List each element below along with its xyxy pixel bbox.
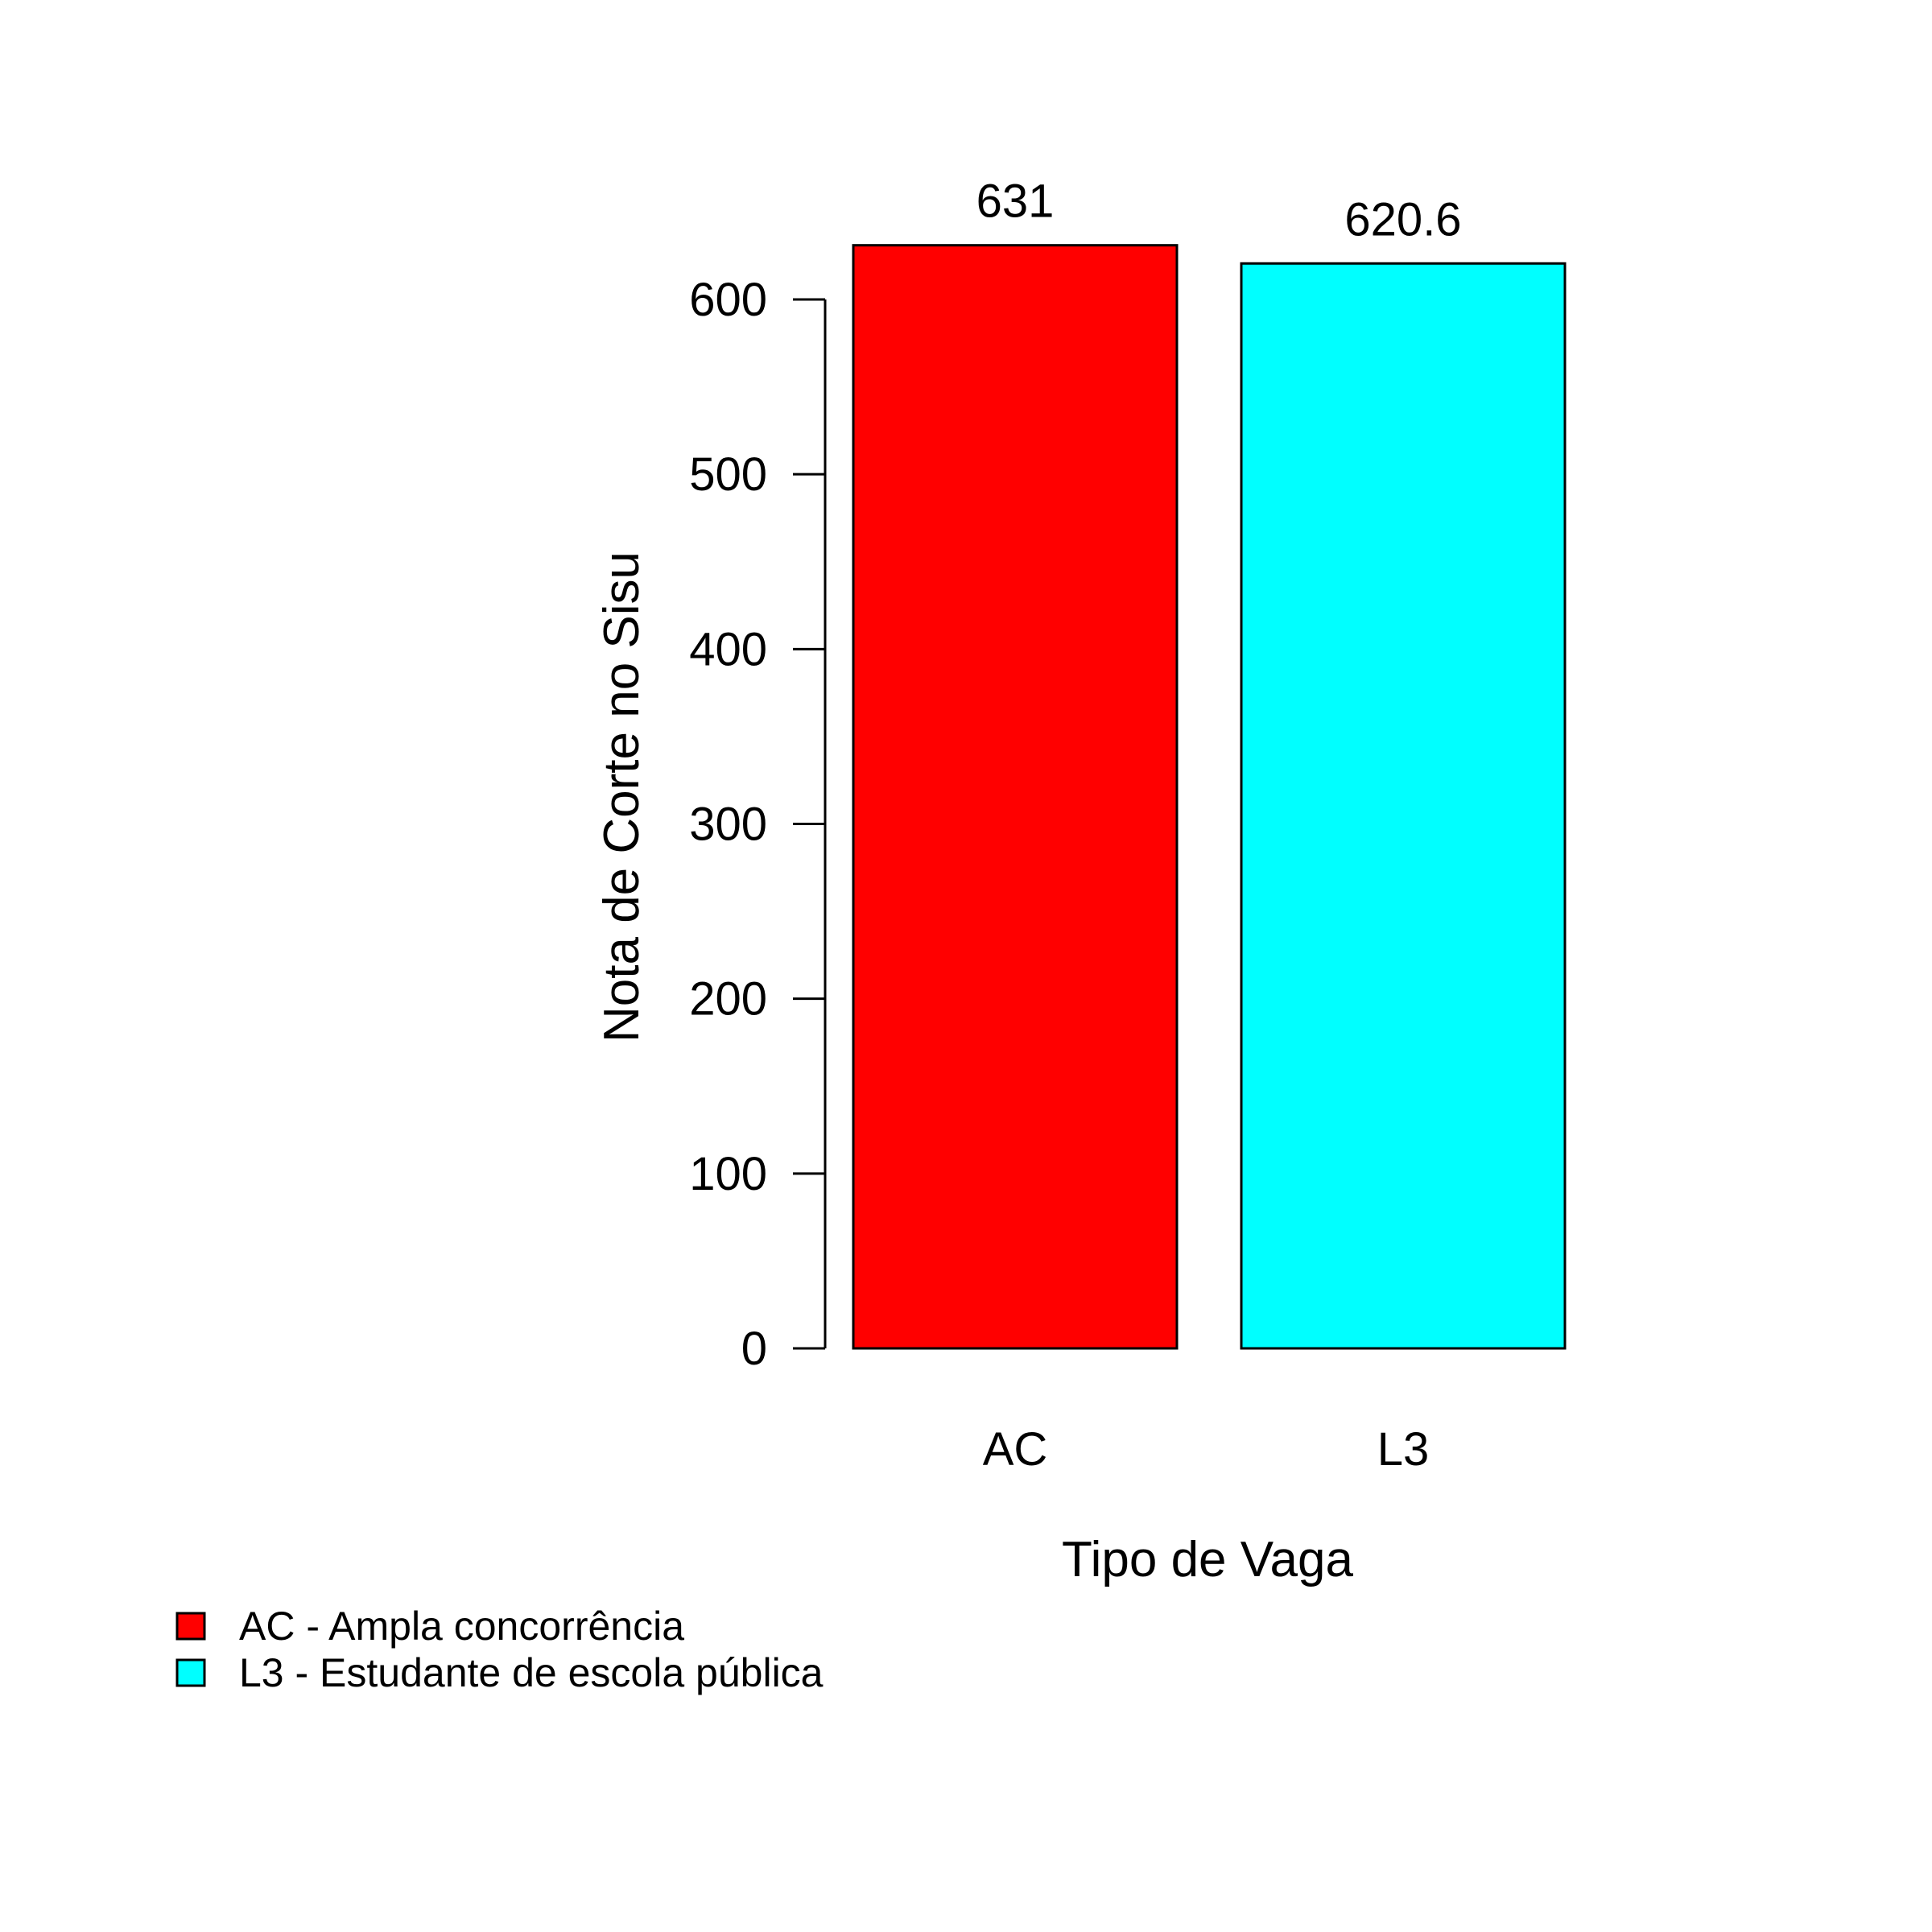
y-tick-label: 100: [689, 1148, 767, 1200]
bar-l3: [1240, 262, 1567, 1350]
category-labels: AC L3: [983, 1423, 1430, 1476]
legend-swatch: [175, 1658, 206, 1687]
y-tick-label: 400: [689, 623, 767, 675]
y-tick-label: 600: [689, 274, 767, 326]
y-tick-label: 300: [689, 799, 767, 851]
legend-entry-label: L3 - Estudante de escola pública: [239, 1650, 824, 1695]
y-axis: 0 100 200 300 400 500 600: [689, 274, 827, 1375]
bar-ac: [852, 244, 1179, 1350]
legend-entry-label: AC - Ampla concorrência: [239, 1604, 684, 1649]
category-label: AC: [983, 1423, 1048, 1476]
y-tick-label: 500: [689, 448, 767, 501]
bars: [852, 244, 1567, 1350]
x-axis-title: Tipo de Vaga: [1062, 1532, 1353, 1587]
bar-value-label: 631: [976, 175, 1055, 228]
bar-value-label: 620.6: [1344, 193, 1461, 246]
category-label: L3: [1377, 1423, 1430, 1476]
y-axis-title: Nota de Corte no Sisu: [594, 551, 650, 1042]
y-tick-label: 200: [689, 973, 767, 1026]
legend-swatch: [175, 1612, 206, 1641]
bar-value-labels: 631 620.6: [976, 175, 1462, 246]
y-tick-label: 0: [741, 1323, 767, 1375]
